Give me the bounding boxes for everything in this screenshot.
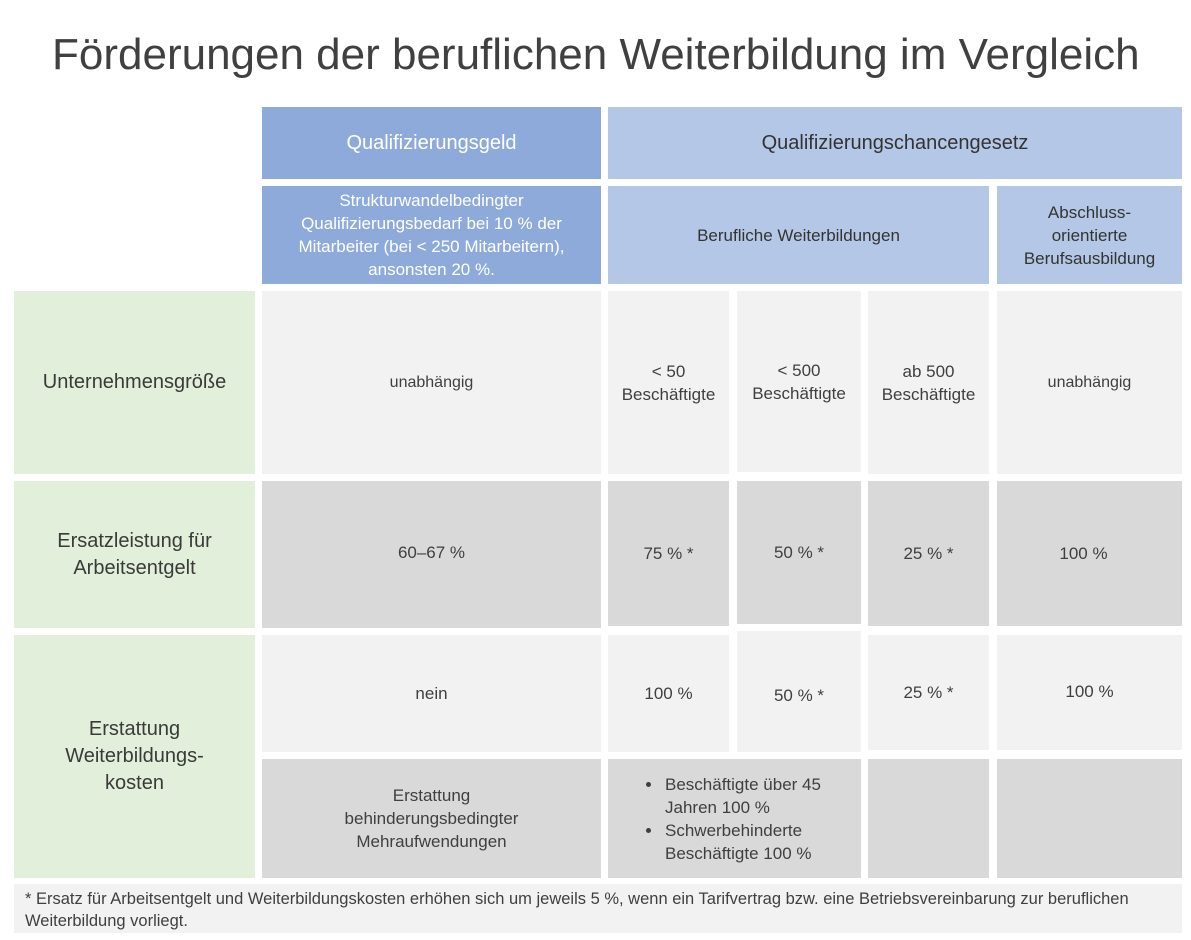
cell-erstattung-qualifizierungsgeld: nein <box>262 635 601 752</box>
cell-ersatzleistung-qualifizierungsgeld: 60–67 % <box>262 481 601 628</box>
bullet-list: Beschäftigte über 45 Jahren 100 % Schwer… <box>608 773 861 865</box>
header-qualifizierungschancengesetz: Qualifizierungschancengesetz <box>608 107 1182 179</box>
cell-unternehmensgroesse-lt50: < 50 Beschäftigte <box>608 291 729 474</box>
cell-erstattung-empty-abschluss <box>997 759 1182 878</box>
footnote: * Ersatz für Arbeitsentgelt und Weiterbi… <box>14 884 1182 933</box>
row-label-unternehmensgroesse: Unternehmensgröße <box>14 291 255 474</box>
cell-erstattung-behinderungsbedingt: Erstattung behinderungsbedingter Mehrauf… <box>262 759 601 878</box>
bullet-item: Schwerbehinderte Beschäftigte 100 % <box>663 819 861 865</box>
cell-unternehmensgroesse-qualifizierungsgeld: unabhängig <box>262 291 601 474</box>
cell-ersatzleistung-ab500: 25 % * <box>868 481 989 626</box>
header-qg-description: Strukturwandelbedingter Qualifizierungsb… <box>262 186 601 284</box>
cell-erstattung-empty-ab500 <box>868 759 989 878</box>
cell-erstattung-lt50: 100 % <box>608 635 729 752</box>
bullet-item: Beschäftigte über 45 Jahren 100 % <box>663 773 861 819</box>
row-label-erstattung: Erstattung Weiterbildungs- kosten <box>14 635 255 878</box>
cell-ersatzleistung-lt500: 50 % * <box>737 481 861 624</box>
page-title: Förderungen der beruflichen Weiterbildun… <box>52 30 1140 79</box>
cell-unternehmensgroesse-ab500: ab 500 Beschäftigte <box>868 291 989 474</box>
cell-unternehmensgroesse-lt500: < 500 Beschäftigte <box>737 291 861 472</box>
row-label-ersatzleistung: Ersatzleistung für Arbeitsentgelt <box>14 481 255 628</box>
cell-erstattung-abschluss: 100 % <box>997 635 1182 750</box>
cell-erstattung-bullets: Beschäftigte über 45 Jahren 100 % Schwer… <box>608 759 861 878</box>
cell-unternehmensgroesse-abschluss: unabhängig <box>997 291 1182 474</box>
cell-ersatzleistung-lt50: 75 % * <box>608 481 729 626</box>
cell-ersatzleistung-abschluss: 100 % <box>997 481 1182 626</box>
cell-erstattung-ab500: 25 % * <box>868 635 989 750</box>
cell-erstattung-lt500: 50 % * <box>737 631 861 752</box>
header-qualifizierungsgeld: Qualifizierungsgeld <box>262 107 601 179</box>
header-berufliche-weiterbildungen: Berufliche Weiterbildungen <box>608 186 989 284</box>
header-abschlussorientierte-berufsausbildung: Abschluss- orientierte Berufsausbildung <box>997 186 1182 284</box>
